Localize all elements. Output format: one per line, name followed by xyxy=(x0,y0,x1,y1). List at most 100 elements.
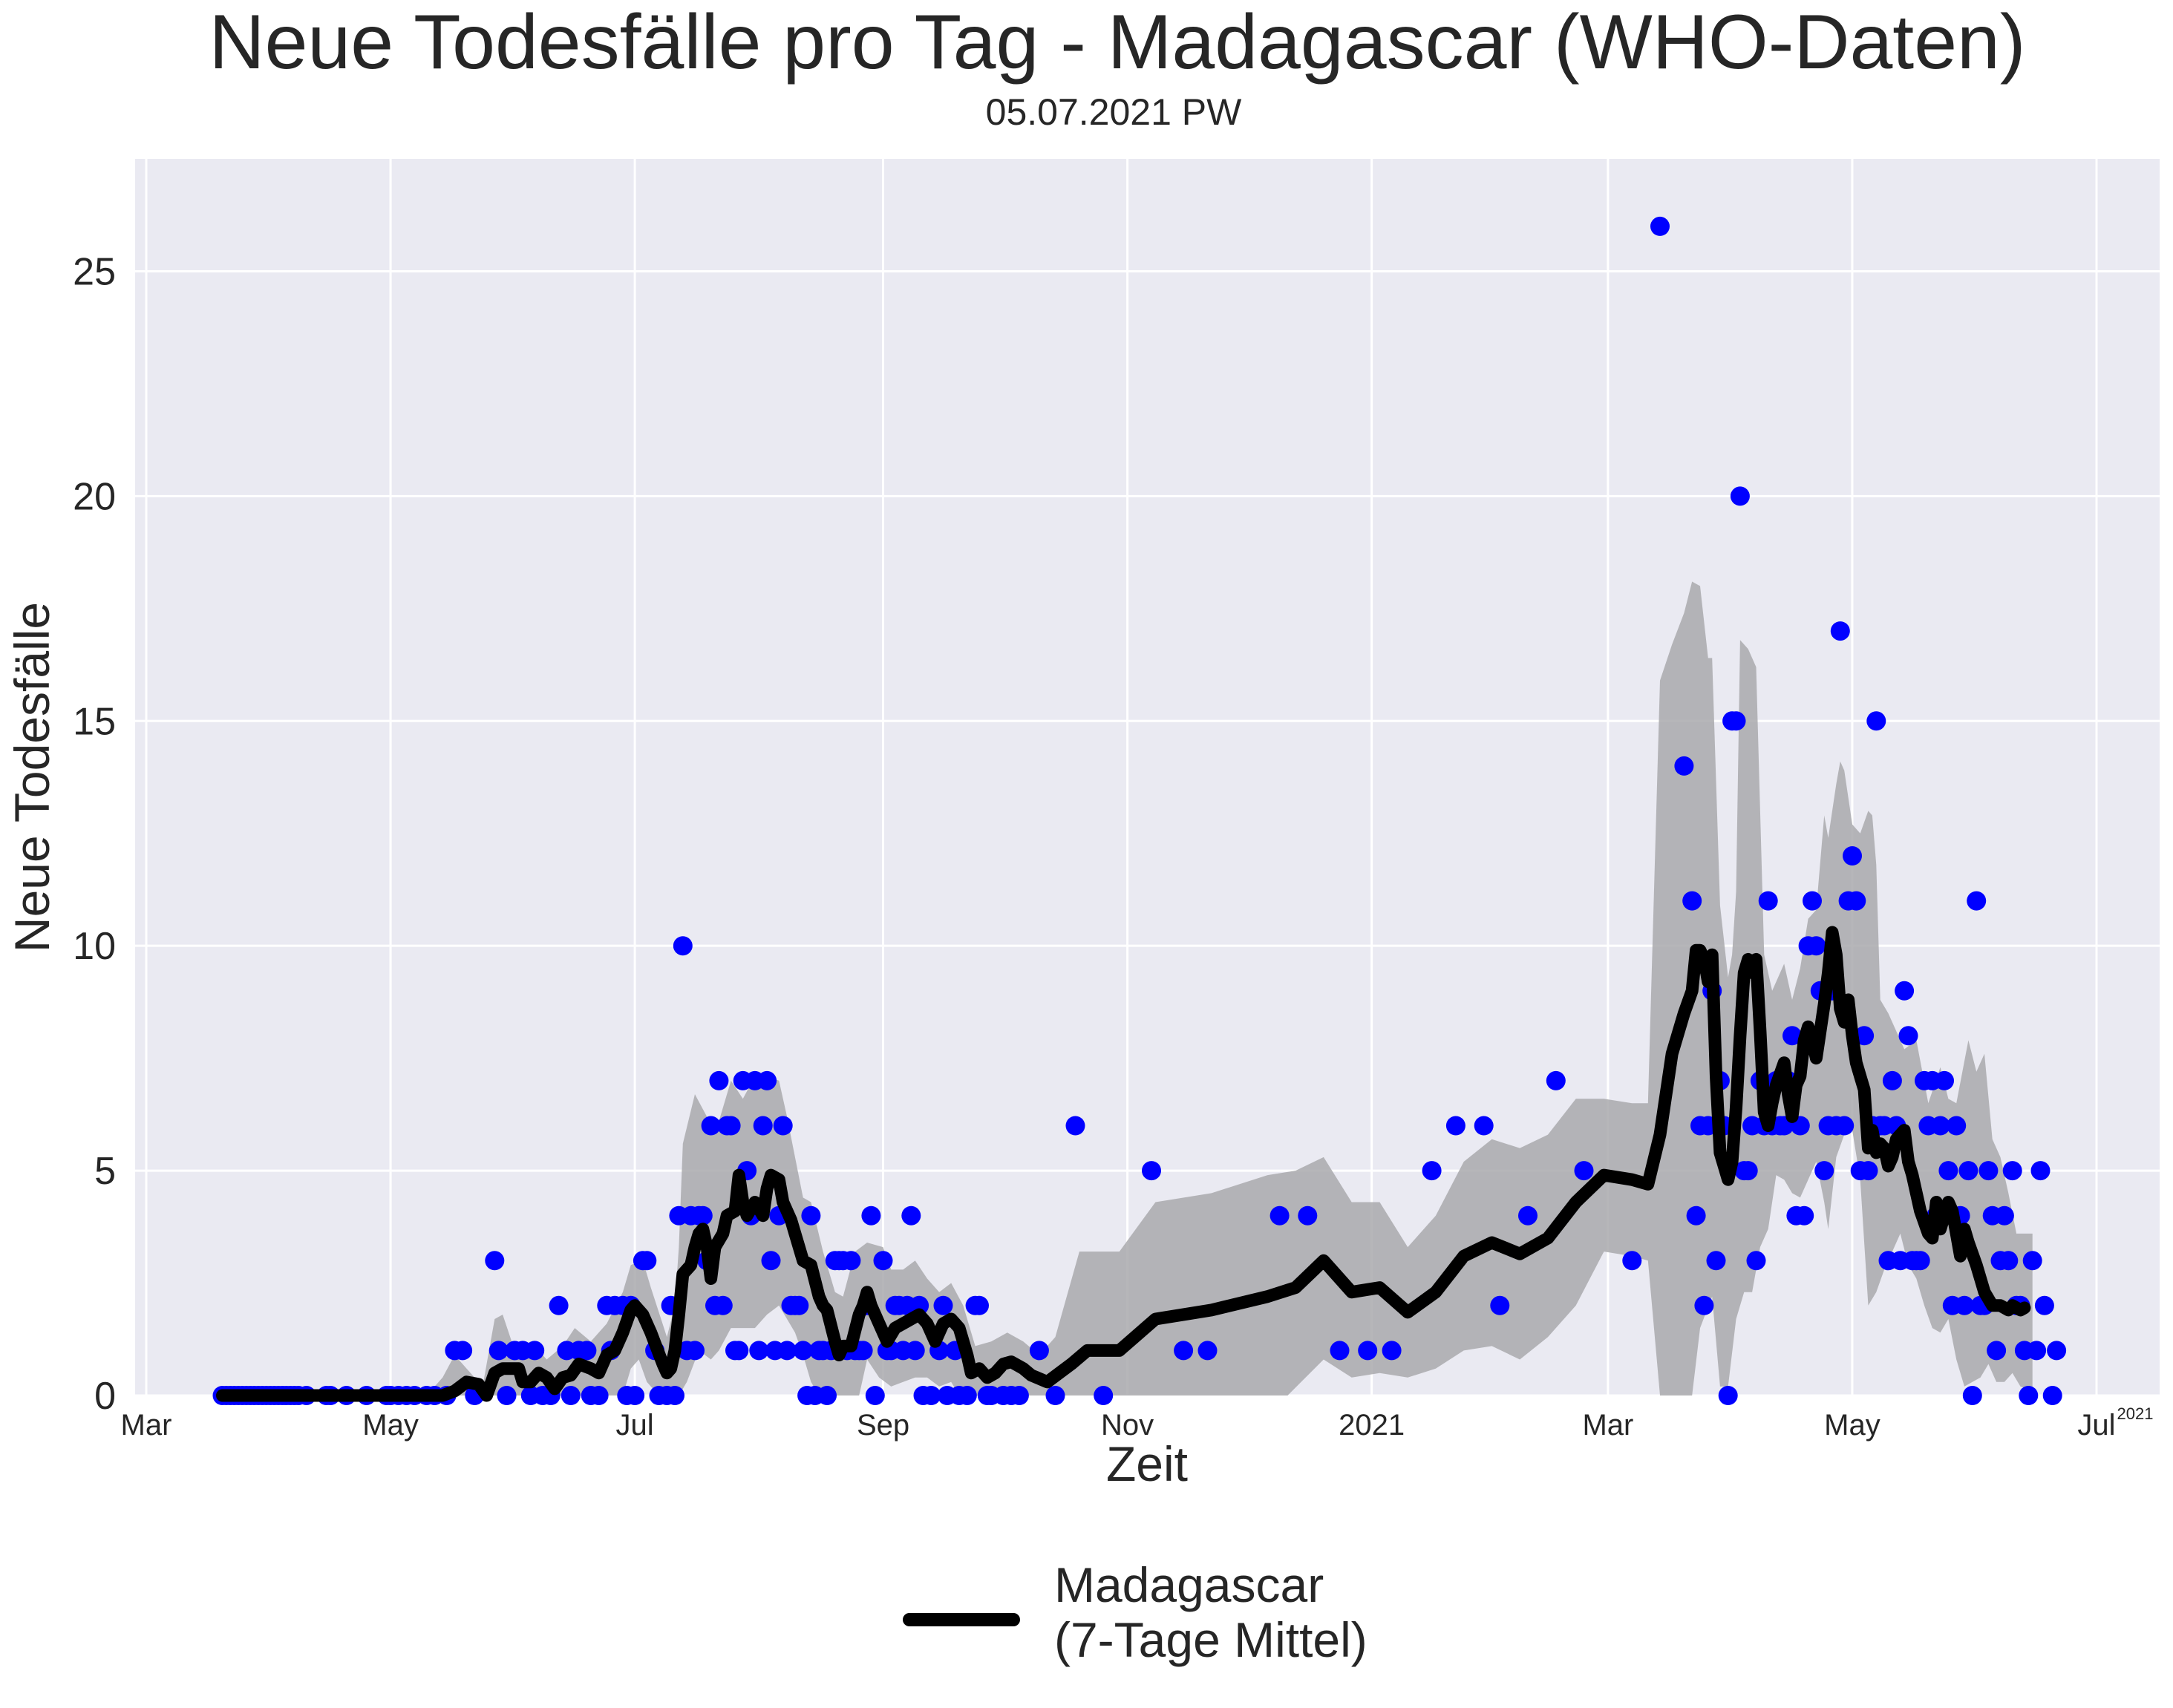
daily-death-point xyxy=(1803,891,1822,911)
y-tick-label: 15 xyxy=(73,700,116,743)
x-tick-label: Jul xyxy=(616,1409,654,1442)
daily-death-point xyxy=(1882,1070,1902,1090)
daily-death-point xyxy=(757,1070,777,1090)
daily-death-point xyxy=(905,1341,925,1361)
rolling-mean-path xyxy=(216,926,2031,1402)
y-tick-label: 0 xyxy=(94,1375,116,1418)
x-tick-label: Nov xyxy=(1101,1409,1154,1442)
x-tick-label: May xyxy=(362,1409,419,1442)
daily-death-point xyxy=(721,1116,741,1136)
daily-death-point xyxy=(485,1251,505,1271)
daily-death-point xyxy=(1045,1386,1065,1405)
legend: Madagascar (7-Tage Mittel) xyxy=(903,1557,1367,1667)
daily-death-point xyxy=(2042,1386,2062,1405)
daily-death-point xyxy=(777,1341,797,1361)
daily-death-point xyxy=(1782,1026,1802,1046)
daily-death-point xyxy=(970,1295,989,1315)
legend-label-line: Madagascar xyxy=(1054,1557,1324,1612)
daily-death-point xyxy=(1935,1070,1954,1090)
daily-death-point xyxy=(1574,1161,1594,1181)
chart-subtitle: 05.07.2021 PW xyxy=(986,91,1242,133)
daily-death-point xyxy=(793,1341,813,1361)
daily-death-point xyxy=(1843,846,1862,866)
daily-death-point xyxy=(861,1205,881,1226)
daily-death-point xyxy=(701,1116,721,1136)
daily-death-point xyxy=(773,1116,793,1136)
daily-death-point xyxy=(749,1341,769,1361)
daily-death-point xyxy=(2002,1161,2022,1181)
daily-death-point xyxy=(729,1341,749,1361)
daily-death-point xyxy=(1094,1386,1114,1405)
daily-death-point xyxy=(761,1251,781,1271)
daily-death-point xyxy=(2030,1161,2051,1181)
daily-death-point xyxy=(841,1251,861,1271)
daily-death-point xyxy=(453,1341,473,1361)
daily-death-point xyxy=(1330,1341,1350,1361)
daily-death-point xyxy=(2027,1341,2047,1361)
y-axis-label: Neue Todesfälle xyxy=(4,602,59,952)
daily-death-point xyxy=(2034,1295,2054,1315)
daily-death-point xyxy=(1706,1251,1726,1271)
daily-death-point xyxy=(1947,1116,1967,1136)
x-offset-label: 2021 xyxy=(2117,1404,2154,1423)
y-tick-label: 20 xyxy=(73,475,116,518)
daily-death-point xyxy=(1682,891,1702,911)
x-tick-label: May xyxy=(1824,1409,1880,1442)
daily-death-point xyxy=(685,1341,705,1361)
daily-death-point xyxy=(1298,1205,1318,1226)
daily-death-point xyxy=(1978,1161,1999,1181)
daily-death-point xyxy=(665,1386,684,1405)
daily-death-point xyxy=(525,1341,545,1361)
daily-death-point xyxy=(589,1386,609,1405)
daily-death-point xyxy=(865,1386,885,1405)
daily-death-point xyxy=(625,1386,645,1405)
legend-label: Madagascar (7-Tage Mittel) xyxy=(1054,1557,1367,1667)
x-tick-label: Sep xyxy=(857,1409,909,1442)
daily-death-point xyxy=(1622,1251,1642,1271)
daily-death-point xyxy=(1962,1386,1982,1405)
daily-death-point xyxy=(1009,1386,1029,1405)
plot-area xyxy=(135,159,2160,1395)
daily-death-point xyxy=(873,1251,893,1271)
daily-death-point xyxy=(1858,1161,1878,1181)
y-tick-label: 10 xyxy=(73,925,116,968)
daily-death-point xyxy=(577,1341,597,1361)
daily-death-point xyxy=(1358,1341,1378,1361)
daily-death-point xyxy=(1958,1161,1978,1181)
daily-death-point xyxy=(1866,711,1886,731)
y-axis-ticks: 0 5 10 15 20 25 xyxy=(73,250,116,1418)
daily-death-point xyxy=(1650,216,1670,236)
daily-death-point xyxy=(1830,621,1850,641)
daily-death-point xyxy=(1490,1295,1510,1315)
daily-death-point xyxy=(1794,1205,1814,1226)
daily-death-point xyxy=(1846,891,1866,911)
daily-death-point xyxy=(1382,1341,1402,1361)
daily-death-point xyxy=(1987,1341,2007,1361)
legend-label-line: (7-Tage Mittel) xyxy=(1054,1612,1367,1667)
daily-death-point xyxy=(693,1205,713,1226)
daily-death-point xyxy=(817,1386,837,1405)
chart-title: Neue Todesfälle pro Tag - Madagascar (WH… xyxy=(209,0,2025,85)
daily-death-point xyxy=(1814,1161,1834,1181)
daily-death-point xyxy=(789,1295,809,1315)
y-tick-label: 5 xyxy=(94,1150,116,1193)
daily-death-point xyxy=(1474,1116,1494,1136)
daily-death-point xyxy=(1065,1116,1085,1136)
daily-death-point xyxy=(921,1386,941,1405)
daily-death-point xyxy=(1726,711,1746,731)
daily-death-point xyxy=(1197,1341,1218,1361)
daily-death-point xyxy=(1718,1386,1738,1405)
daily-death-point xyxy=(1518,1205,1538,1226)
daily-death-point xyxy=(637,1251,657,1271)
y-tick-label: 25 xyxy=(73,250,116,293)
daily-death-point xyxy=(2022,1251,2042,1271)
daily-death-point xyxy=(2047,1341,2067,1361)
daily-death-point xyxy=(549,1295,569,1315)
x-tick-label: Jul xyxy=(2077,1409,2115,1442)
daily-death-point xyxy=(801,1205,821,1226)
rolling-mean-line xyxy=(216,926,2031,1402)
daily-death-point xyxy=(1855,1026,1875,1046)
daily-death-point xyxy=(1674,756,1694,776)
daily-death-point xyxy=(1895,981,1915,1001)
